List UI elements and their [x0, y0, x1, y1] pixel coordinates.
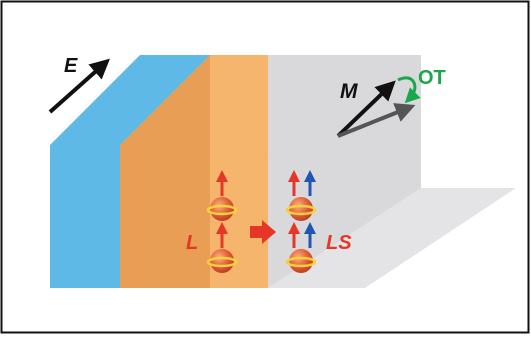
spin-orbital-ring-upper	[285, 204, 317, 216]
magnetization-arrow	[336, 80, 396, 138]
spin-orbital-current-column	[285, 170, 317, 273]
orbital-ring-lower	[206, 256, 238, 268]
spin-orbital-current-label: LS	[326, 232, 352, 254]
gray-layer-front-face	[268, 188, 516, 288]
tilted-magnetization-arrow	[337, 103, 416, 138]
spin-orbital-ring-lower	[285, 256, 317, 268]
orbital-current-label: L	[186, 232, 198, 254]
orbital-torque-arrow	[397, 76, 421, 104]
spin-orbital-particle-upper	[289, 197, 313, 221]
orbital-particle-lower	[210, 249, 234, 273]
orbital-torque-label: OT	[418, 67, 446, 89]
blue-layer	[50, 55, 210, 288]
orbital-ring-upper	[206, 204, 238, 216]
electric-field-label: E	[64, 55, 78, 77]
conversion-arrow	[250, 220, 276, 244]
electric-field-arrow	[48, 58, 110, 114]
spin-orbital-particle-lower	[289, 249, 313, 273]
magnetization-label: M	[340, 80, 358, 103]
orbital-current-column	[206, 170, 238, 273]
orbital-particle-upper	[210, 197, 234, 221]
orange-layer-shade	[120, 55, 210, 288]
